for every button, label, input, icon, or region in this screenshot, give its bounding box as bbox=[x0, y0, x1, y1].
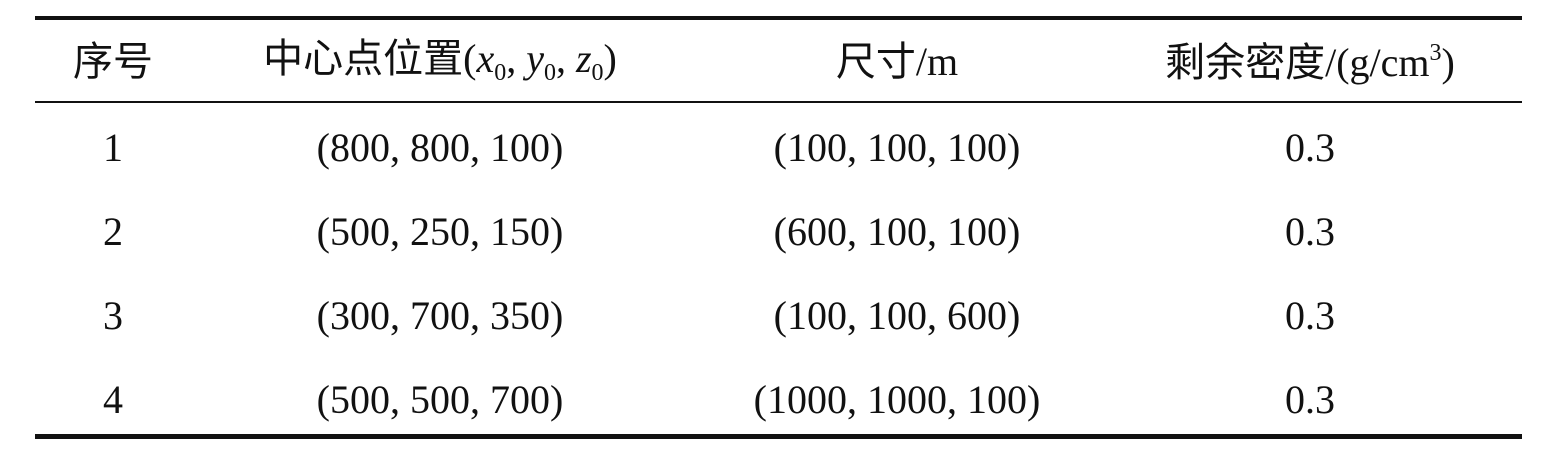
table-cell: (600, 100, 100) bbox=[773, 209, 1021, 254]
table-cell: (1000, 1000, 100) bbox=[753, 377, 1041, 422]
table-cell: (300, 700, 350) bbox=[316, 293, 564, 338]
table-cell: (100, 100, 600) bbox=[773, 293, 1021, 338]
table-cell: 1 bbox=[103, 125, 123, 170]
table-cell: (800, 800, 100) bbox=[316, 125, 564, 170]
header-cell: 中心点位置(x0, y0, z0) bbox=[263, 36, 617, 86]
header-rule bbox=[35, 101, 1522, 103]
table-cell: 0.3 bbox=[1285, 125, 1335, 170]
table-cell: 2 bbox=[103, 209, 123, 254]
header-text: 0 bbox=[591, 60, 604, 86]
header-text: y bbox=[526, 36, 544, 81]
header-text: 序号 bbox=[73, 39, 153, 84]
header-text: 0 bbox=[543, 60, 556, 86]
header-cell: 尺寸/m bbox=[836, 42, 958, 82]
header-text: 3 bbox=[1429, 40, 1442, 66]
header-cell: 剩余密度/(g/cm3) bbox=[1165, 41, 1455, 83]
header-text: 剩余密度/(g/cm bbox=[1165, 40, 1430, 85]
header-text: z bbox=[575, 36, 592, 81]
header-text: 尺寸/m bbox=[835, 39, 959, 84]
header-text: , bbox=[506, 36, 527, 81]
header-text: x bbox=[476, 36, 495, 81]
header-text: ) bbox=[603, 36, 617, 81]
table-cell: 4 bbox=[103, 377, 123, 422]
header-text: 中心点位置( bbox=[263, 36, 477, 81]
header-cell: 序号 bbox=[73, 42, 153, 82]
table-cell: (500, 250, 150) bbox=[316, 209, 564, 254]
header-text: ) bbox=[1441, 40, 1455, 85]
header-text: 0 bbox=[494, 60, 507, 86]
top-rule bbox=[35, 16, 1522, 20]
table-cell: 0.3 bbox=[1285, 293, 1335, 338]
table-cell: 0.3 bbox=[1285, 377, 1335, 422]
table-cell: (100, 100, 100) bbox=[773, 125, 1021, 170]
table-cell: (500, 500, 700) bbox=[316, 377, 564, 422]
header-text: , bbox=[555, 36, 576, 81]
bottom-rule bbox=[35, 434, 1522, 439]
table-cell: 3 bbox=[103, 293, 123, 338]
table-cell: 0.3 bbox=[1285, 209, 1335, 254]
